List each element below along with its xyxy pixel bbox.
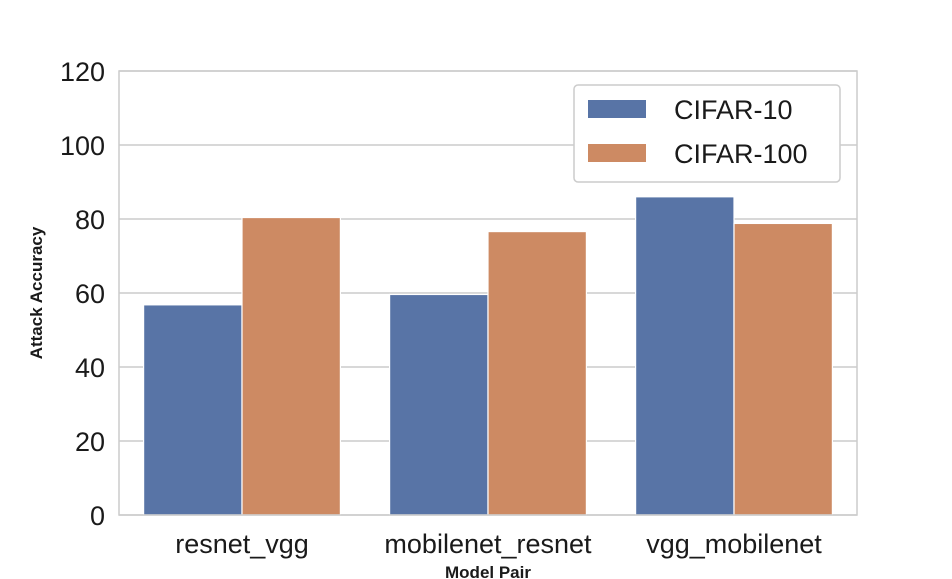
x-axis-title: Model Pair (445, 563, 531, 579)
x-tick-labels: resnet_vgg mobilenet_resnet vgg_mobilenet (175, 529, 822, 559)
legend: CIFAR-10 CIFAR-100 (573, 84, 841, 183)
legend-label-cifar-100: CIFAR-100 (674, 139, 808, 169)
y-tick-label: 40 (75, 353, 105, 383)
y-tick-label: 60 (75, 279, 105, 309)
y-tick-label: 0 (90, 501, 105, 531)
y-axis-title: Attack Accuracy (27, 226, 46, 359)
y-tick-label: 20 (75, 427, 105, 457)
bar-resnet_vgg-cifar-100 (241, 216, 342, 516)
bars (143, 196, 834, 516)
bar-vgg_mobilenet-cifar-100 (733, 222, 834, 516)
y-tick-label: 120 (60, 57, 105, 87)
y-tick-label: 100 (60, 131, 105, 161)
bar-mobilenet_resnet-cifar-10 (389, 293, 489, 516)
bar-mobilenet_resnet-cifar-100 (487, 230, 588, 516)
bar-vgg_mobilenet-cifar-10 (634, 196, 735, 516)
legend-label-cifar-10: CIFAR-10 (674, 95, 793, 125)
x-tick-label: vgg_mobilenet (646, 529, 822, 559)
y-tick-label: 80 (75, 205, 105, 235)
y-tick-labels: 0 20 40 60 80 100 120 (60, 57, 105, 531)
x-tick-label: mobilenet_resnet (384, 529, 592, 559)
plot-frame (118, 70, 858, 516)
legend-swatch-cifar-10 (588, 100, 646, 118)
x-tick-label: resnet_vgg (175, 529, 309, 559)
bar-resnet_vgg-cifar-10 (143, 304, 243, 516)
legend-swatch-cifar-100 (588, 144, 646, 162)
